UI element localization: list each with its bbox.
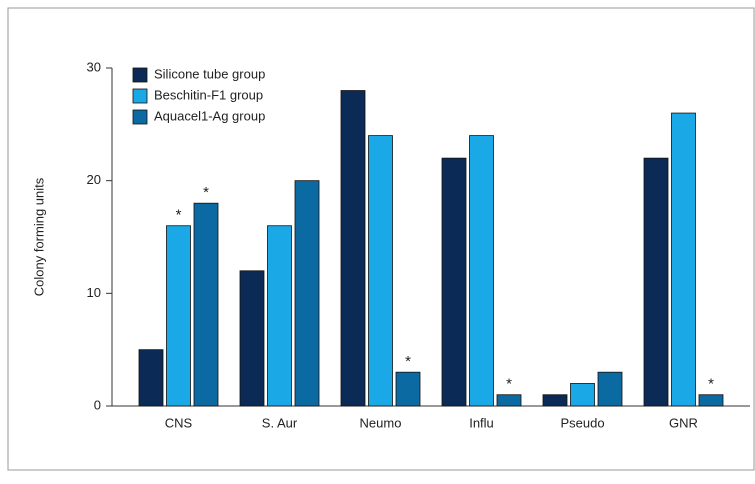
x-tick-label: CNS [165, 415, 193, 430]
significance-mark: * [176, 207, 182, 224]
legend-swatch [132, 88, 148, 104]
bar [395, 371, 421, 407]
x-tick-label: Neumo [360, 415, 402, 430]
y-tick-label: 10 [87, 285, 101, 300]
x-tick-label: Pseudo [560, 415, 604, 430]
y-axis-label: Colony forming units [31, 177, 46, 296]
bar [166, 225, 191, 407]
legend-label: Beschitin-F1 group [154, 87, 263, 102]
bar [643, 157, 669, 407]
x-tick-label: S. Aur [262, 415, 298, 430]
y-tick-label: 30 [87, 59, 101, 74]
significance-mark: * [405, 353, 411, 370]
x-tick-label: Influ [469, 415, 494, 430]
bar [570, 383, 595, 407]
frame [7, 7, 755, 471]
y-tick-label: 20 [87, 172, 101, 187]
legend-label: Aquacel1-Ag group [154, 108, 265, 123]
bar [441, 157, 467, 407]
y-tick-label: 0 [94, 397, 101, 412]
significance-mark: * [506, 376, 512, 393]
bar [597, 371, 623, 407]
bar [267, 225, 292, 407]
bar [542, 394, 568, 407]
x-tick-label: GNR [669, 415, 698, 430]
bar [340, 90, 366, 407]
bar [671, 112, 696, 407]
bar [469, 135, 494, 407]
bar [193, 202, 219, 407]
significance-mark: * [708, 376, 714, 393]
legend-swatch [132, 109, 148, 125]
bar [368, 135, 393, 407]
legend-swatch [132, 67, 148, 83]
legend-label: Silicone tube group [154, 66, 265, 81]
significance-mark: * [203, 184, 209, 201]
bar [239, 270, 265, 407]
bar [496, 394, 522, 407]
bar [698, 394, 724, 407]
bar [138, 349, 164, 407]
bar [294, 180, 320, 407]
